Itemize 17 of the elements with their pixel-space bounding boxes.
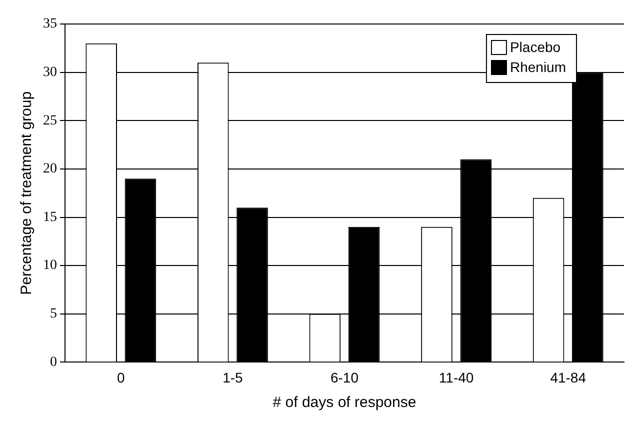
legend-label: Placebo <box>510 38 561 55</box>
legend-label: Rhenium <box>510 58 566 75</box>
y-tick-label: 20 <box>43 162 57 177</box>
x-axis-title: # of days of response <box>272 394 416 412</box>
x-tick-label: 0 <box>117 369 125 386</box>
y-tick-label: 10 <box>43 258 57 274</box>
x-tick-label: 6-10 <box>330 369 359 386</box>
x-tick-label: 11-40 <box>438 369 474 386</box>
x-tick-label: 1-5 <box>222 369 244 386</box>
y-tick-label: 30 <box>43 64 57 80</box>
y-tick-label: 0 <box>50 354 57 370</box>
y-tick-label: 5 <box>50 306 57 322</box>
y-tick-label: 25 <box>43 113 57 128</box>
y-tick-label: 15 <box>43 210 57 225</box>
y-tick-label: 35 <box>43 16 57 32</box>
x-tick-label: 41-84 <box>550 369 586 386</box>
y-axis-title: Percentage of treatment group <box>18 91 36 295</box>
